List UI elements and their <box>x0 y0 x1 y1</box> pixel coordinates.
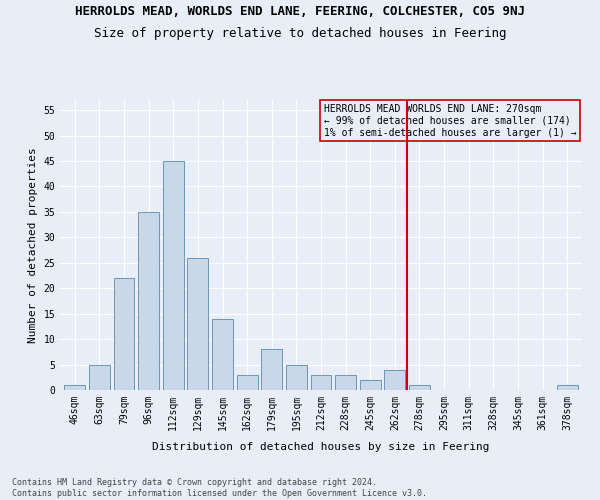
Text: Size of property relative to detached houses in Feering: Size of property relative to detached ho… <box>94 28 506 40</box>
Bar <box>64 385 85 390</box>
Bar <box>113 278 134 390</box>
Bar <box>335 374 356 390</box>
Bar <box>360 380 381 390</box>
Bar <box>89 364 110 390</box>
Text: Distribution of detached houses by size in Feering: Distribution of detached houses by size … <box>152 442 490 452</box>
Bar <box>311 374 331 390</box>
Bar <box>138 212 159 390</box>
Bar <box>385 370 406 390</box>
Bar <box>187 258 208 390</box>
Y-axis label: Number of detached properties: Number of detached properties <box>28 147 38 343</box>
Bar <box>261 350 282 390</box>
Bar <box>286 364 307 390</box>
Bar <box>236 374 257 390</box>
Bar <box>212 319 233 390</box>
Text: HERROLDS MEAD, WORLDS END LANE, FEERING, COLCHESTER, CO5 9NJ: HERROLDS MEAD, WORLDS END LANE, FEERING,… <box>75 5 525 18</box>
Text: HERROLDS MEAD WORLDS END LANE: 270sqm
← 99% of detached houses are smaller (174): HERROLDS MEAD WORLDS END LANE: 270sqm ← … <box>323 104 576 138</box>
Bar <box>409 385 430 390</box>
Bar <box>557 385 578 390</box>
Text: Contains HM Land Registry data © Crown copyright and database right 2024.
Contai: Contains HM Land Registry data © Crown c… <box>12 478 427 498</box>
Bar <box>163 161 184 390</box>
